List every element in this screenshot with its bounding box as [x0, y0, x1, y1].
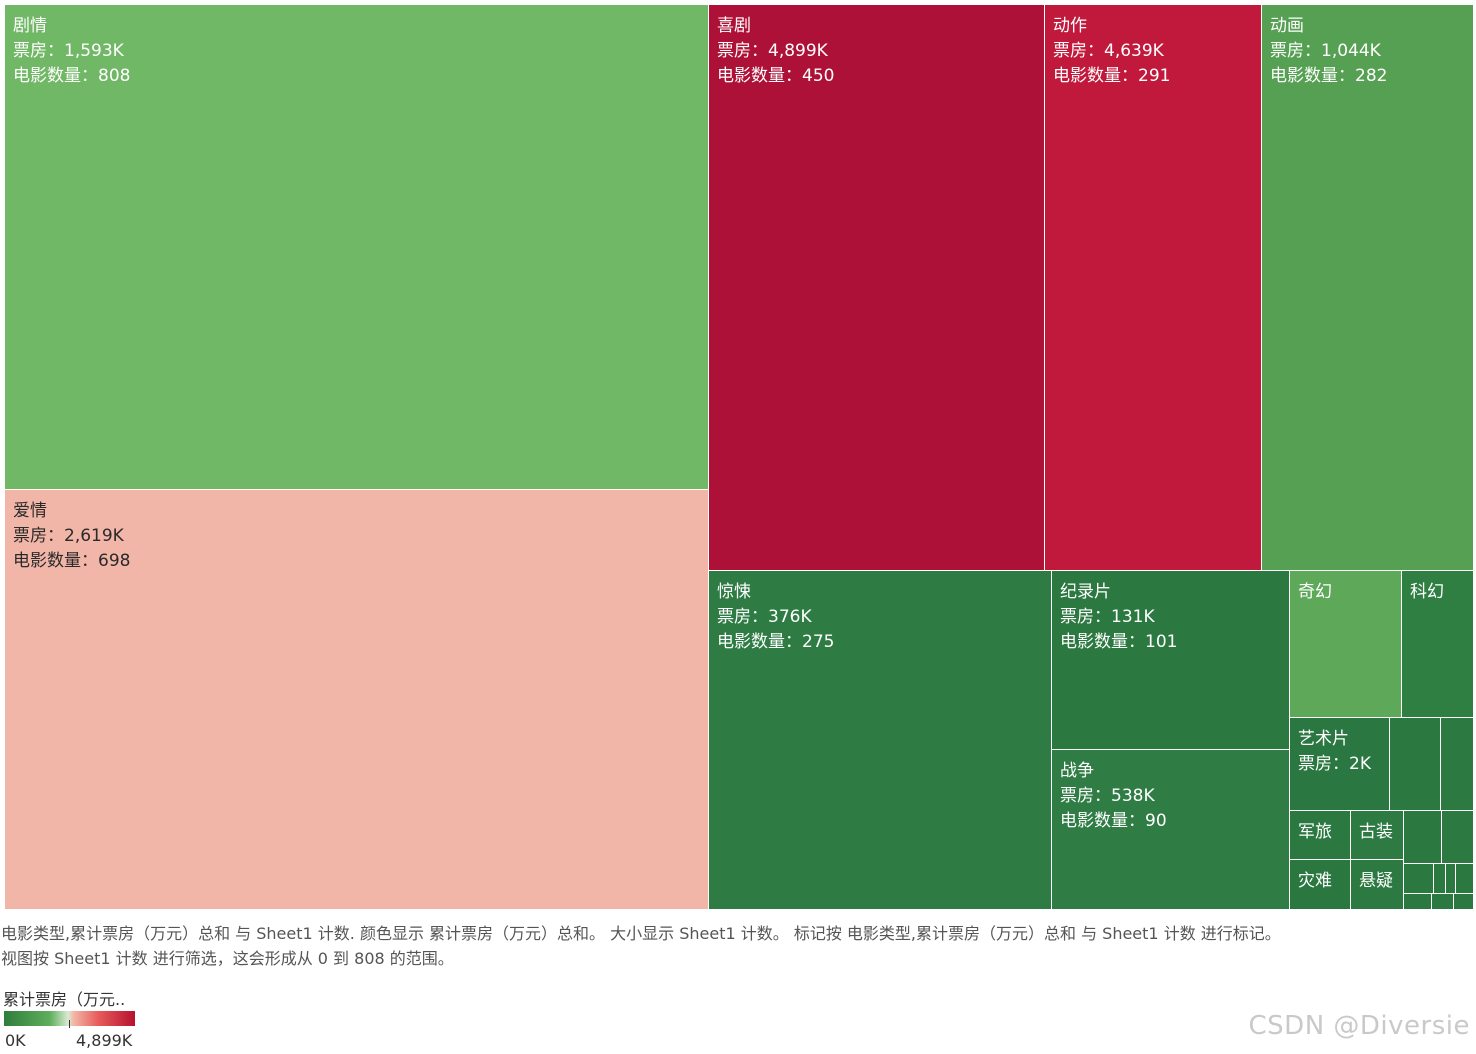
treemap-tile-战争[interactable]: 战争票房：538K 电影数量：90	[1052, 750, 1290, 910]
legend-title: 累计票房（万元..	[3, 990, 126, 1009]
tile-box-office: 票房：1,593K	[13, 41, 124, 61]
treemap-tile-unlabeled[interactable]	[1404, 864, 1434, 894]
treemap-tile-惊悚[interactable]: 惊悚票房：376K 电影数量：275	[709, 571, 1052, 910]
tile-genre-name: 古装	[1359, 822, 1393, 842]
tile-movie-count: 电影数量：90	[1060, 811, 1167, 831]
tile-box-office: 票房：376K	[717, 607, 812, 627]
tile-movie-count: 电影数量：450	[717, 66, 835, 86]
tile-genre-name: 灾难	[1298, 871, 1332, 891]
tile-movie-count: 电影数量：808	[13, 66, 131, 86]
tile-movie-count: 电影数量：291	[1053, 66, 1171, 86]
treemap-tile-艺术片[interactable]: 艺术片票房：2K	[1290, 718, 1390, 811]
treemap-tile-unlabeled[interactable]	[1434, 864, 1446, 894]
treemap-tile-悬疑[interactable]: 悬疑	[1351, 860, 1404, 910]
treemap-tile-unlabeled[interactable]	[1404, 811, 1442, 864]
watermark: CSDN @Diversie	[1248, 1011, 1470, 1041]
tile-genre-name: 奇幻	[1298, 582, 1332, 602]
tile-label: 剧情票房：1,593K 电影数量：808	[13, 14, 130, 89]
tile-label: 战争票房：538K 电影数量：90	[1060, 759, 1167, 834]
legend-max-label: 4,899K	[76, 1031, 133, 1050]
tile-label: 艺术片票房：2K	[1298, 727, 1371, 777]
tile-genre-name: 动作	[1053, 16, 1087, 36]
tile-genre-name: 艺术片	[1298, 729, 1349, 749]
tile-genre-name: 科幻	[1410, 582, 1444, 602]
tile-genre-name: 惊悚	[717, 582, 751, 602]
tile-movie-count: 电影数量：698	[13, 551, 131, 571]
treemap-tile-古装[interactable]: 古装	[1351, 811, 1404, 860]
treemap-tile-灾难[interactable]: 灾难	[1290, 860, 1351, 910]
tile-movie-count: 电影数量：282	[1270, 66, 1388, 86]
treemap-tile-动作[interactable]: 动作票房：4,639K 电影数量：291	[1045, 5, 1262, 571]
treemap-tile-unlabeled[interactable]	[1454, 894, 1474, 910]
tile-box-office: 票房：1,044K	[1270, 41, 1381, 61]
treemap: 剧情票房：1,593K 电影数量：808 爱情票房：2,619K 电影数量：698 喜剧…	[5, 5, 1474, 910]
tile-box-office: 票房：538K	[1060, 786, 1155, 806]
treemap-tile-动画[interactable]: 动画票房：1,044K 电影数量：282	[1262, 5, 1474, 571]
tile-label: 爱情票房：2,619K 电影数量：698	[13, 499, 130, 574]
tile-movie-count: 电影数量：101	[1060, 632, 1178, 652]
treemap-tile-unlabeled[interactable]	[1404, 894, 1432, 910]
legend-midpoint-tick	[69, 1020, 70, 1028]
tile-label: 古装	[1359, 820, 1393, 845]
tile-label: 灾难	[1298, 869, 1332, 894]
tile-genre-name: 喜剧	[717, 16, 751, 36]
treemap-tile-unlabeled[interactable]	[1442, 811, 1474, 864]
caption-line-1: 电影类型,累计票房（万元）总和 与 Sheet1 计数. 颜色显示 累计票房（万…	[1, 924, 1281, 943]
treemap-tile-unlabeled[interactable]	[1446, 864, 1456, 894]
treemap-tile-unlabeled[interactable]	[1456, 864, 1474, 894]
tile-box-office: 票房：4,639K	[1053, 41, 1164, 61]
tile-movie-count: 电影数量：275	[717, 632, 835, 652]
tile-box-office: 票房：4,899K	[717, 41, 828, 61]
treemap-tile-科幻[interactable]: 科幻	[1402, 571, 1474, 718]
tile-genre-name: 军旅	[1298, 822, 1332, 842]
tile-label: 惊悚票房：376K 电影数量：275	[717, 580, 834, 655]
tile-genre-name: 悬疑	[1359, 871, 1393, 891]
treemap-tile-unlabeled[interactable]	[1441, 718, 1474, 811]
treemap-tile-奇幻[interactable]: 奇幻	[1290, 571, 1402, 718]
legend-min-label: 0K	[5, 1031, 26, 1050]
tile-label: 喜剧票房：4,899K 电影数量：450	[717, 14, 834, 89]
legend-color-bar	[4, 1011, 135, 1026]
tile-box-office: 票房：2,619K	[13, 526, 124, 546]
treemap-tile-军旅[interactable]: 军旅	[1290, 811, 1351, 860]
tile-label: 科幻	[1410, 580, 1444, 605]
treemap-tile-喜剧[interactable]: 喜剧票房：4,899K 电影数量：450	[709, 5, 1045, 571]
tile-label: 奇幻	[1298, 580, 1332, 605]
tile-label: 动画票房：1,044K 电影数量：282	[1270, 14, 1387, 89]
tile-label: 军旅	[1298, 820, 1332, 845]
tile-genre-name: 纪录片	[1060, 582, 1111, 602]
treemap-tile-unlabeled[interactable]	[1390, 718, 1441, 811]
tile-genre-name: 剧情	[13, 16, 47, 36]
caption-line-2: 视图按 Sheet1 计数 进行筛选，这会形成从 0 到 808 的范围。	[1, 949, 454, 968]
tile-genre-name: 爱情	[13, 501, 47, 521]
treemap-tile-unlabeled[interactable]	[1432, 894, 1454, 910]
tile-genre-name: 战争	[1060, 761, 1094, 781]
tile-genre-name: 动画	[1270, 16, 1304, 36]
tile-box-office: 票房：131K	[1060, 607, 1155, 627]
tile-label: 纪录片票房：131K 电影数量：101	[1060, 580, 1177, 655]
treemap-tile-爱情[interactable]: 爱情票房：2,619K 电影数量：698	[5, 490, 709, 910]
chart-caption: 电影类型,累计票房（万元）总和 与 Sheet1 计数. 颜色显示 累计票房（万…	[1, 921, 1471, 971]
treemap-tile-纪录片[interactable]: 纪录片票房：131K 电影数量：101	[1052, 571, 1290, 750]
tile-label: 动作票房：4,639K 电影数量：291	[1053, 14, 1170, 89]
treemap-tile-剧情[interactable]: 剧情票房：1,593K 电影数量：808	[5, 5, 709, 490]
tile-box-office: 票房：2K	[1298, 754, 1371, 774]
tile-label: 悬疑	[1359, 869, 1393, 894]
